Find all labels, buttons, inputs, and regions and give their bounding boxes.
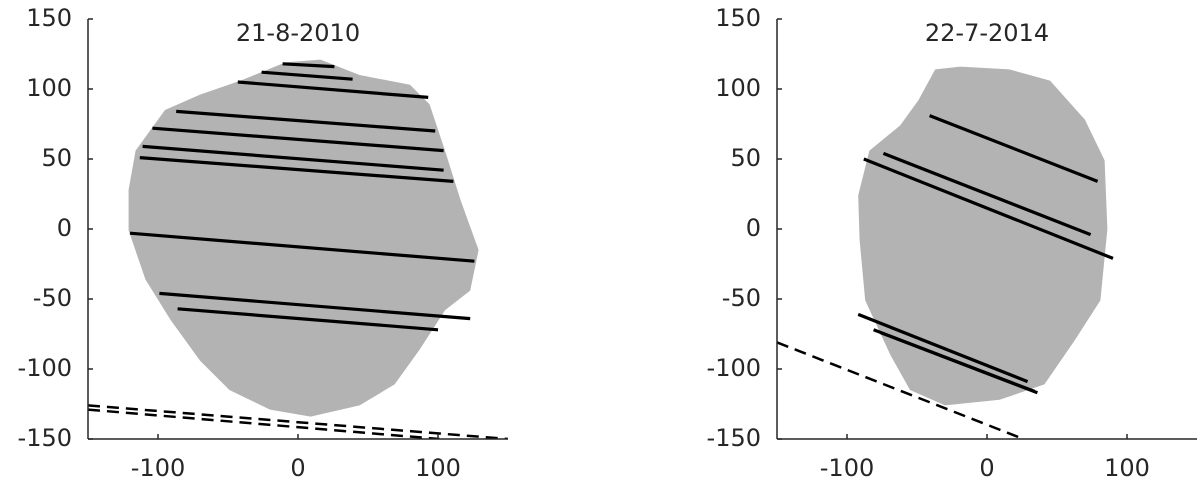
dashed-chord xyxy=(88,408,440,439)
dashed-chord xyxy=(88,404,508,439)
y-tick-label: -100 xyxy=(18,354,72,382)
asteroid-shape xyxy=(858,66,1108,406)
plot-area xyxy=(88,59,508,439)
chord xyxy=(159,291,471,321)
y-tick-label: -100 xyxy=(707,354,761,382)
panel-title: 22-7-2014 xyxy=(925,19,1049,47)
chord xyxy=(142,144,444,172)
chord xyxy=(282,62,335,69)
chord xyxy=(177,307,439,332)
panel-title: 21-8-2010 xyxy=(236,19,360,47)
y-tick-label: -150 xyxy=(18,424,72,452)
chord xyxy=(237,80,429,99)
y-tick-label: -150 xyxy=(707,424,761,452)
x-tick-label: 0 xyxy=(979,454,994,482)
chord xyxy=(863,157,1114,260)
y-tick-label: 50 xyxy=(730,144,761,172)
x-tick-label: 100 xyxy=(1104,454,1150,482)
chord xyxy=(882,151,1092,237)
y-tick-label: 0 xyxy=(57,214,72,242)
chord xyxy=(129,231,475,263)
chord xyxy=(880,331,1038,395)
chord xyxy=(857,312,1029,384)
x-tick-label: 100 xyxy=(415,454,461,482)
x-tick-label: -100 xyxy=(131,454,185,482)
chord xyxy=(152,126,444,153)
dashed-chord xyxy=(777,341,1024,439)
y-tick-label: -50 xyxy=(33,284,72,312)
panel: -150 -100 -50 0 50 100 150 -100 0 100 21-8-2010 xyxy=(18,4,508,482)
y-tick-label: 100 xyxy=(26,74,72,102)
chord xyxy=(176,109,436,133)
y-tick-label: 150 xyxy=(715,4,761,32)
chord xyxy=(139,156,454,183)
y-tick-label: -50 xyxy=(722,284,761,312)
y-tick-label: 0 xyxy=(746,214,761,242)
plot-area xyxy=(777,66,1114,439)
chord xyxy=(929,114,1099,183)
x-tick-label: -100 xyxy=(820,454,874,482)
panel: -150 -100 -50 0 50 100 150 -100 0 100 22-7-2014 xyxy=(707,4,1197,482)
y-tick-label: 50 xyxy=(41,144,72,172)
x-tick-label: 0 xyxy=(290,454,305,482)
chord xyxy=(261,70,353,81)
y-tick-label: 150 xyxy=(26,4,72,32)
y-tick-label: 100 xyxy=(715,74,761,102)
